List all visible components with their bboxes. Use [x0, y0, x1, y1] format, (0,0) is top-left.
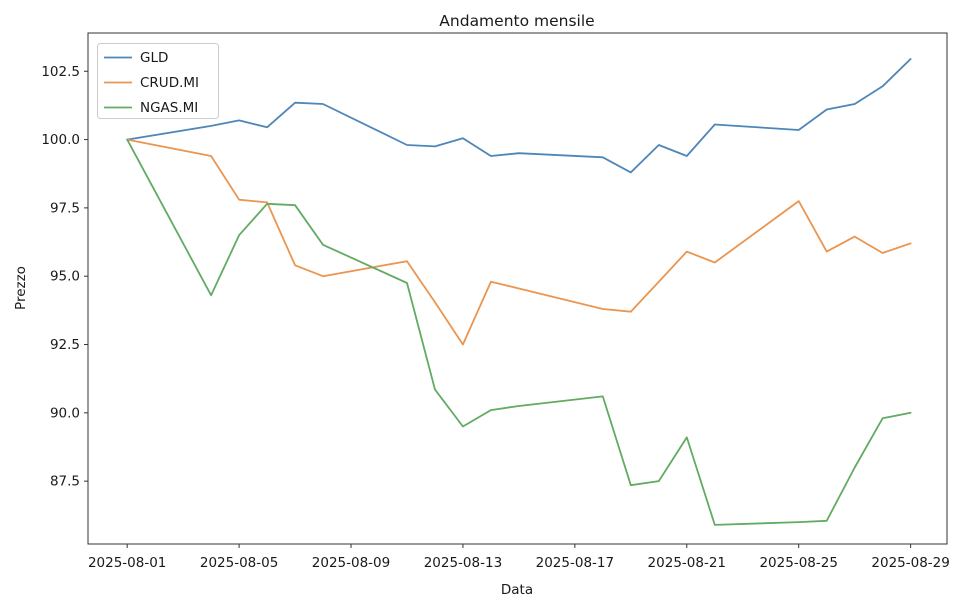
x-tick-label: 2025-08-09	[312, 555, 390, 571]
y-tick-label: 102.5	[41, 64, 80, 80]
y-tick-label: 100.0	[41, 132, 80, 148]
x-tick-label: 2025-08-29	[871, 555, 949, 571]
series-lines	[126, 58, 912, 526]
x-tick-label: 2025-08-17	[536, 555, 614, 571]
y-tick-label: 97.5	[50, 200, 80, 216]
x-axis-label: Data	[501, 582, 533, 598]
series-line-gld	[126, 58, 912, 174]
y-tick-label: 95.0	[50, 269, 80, 285]
axis-ticks: 2025-08-01 2025-08-05 2025-08-09 2025-08-13…	[41, 64, 950, 571]
y-tick-label: 92.5	[50, 337, 80, 353]
y-tick-label: 87.5	[50, 474, 80, 490]
x-tick-label: 2025-08-25	[759, 555, 837, 571]
legend-label: NGAS.MI	[140, 100, 198, 116]
y-axis-label: Prezzo	[13, 266, 29, 310]
x-tick-label: 2025-08-05	[200, 555, 278, 571]
x-tick-label: 2025-08-21	[648, 555, 726, 571]
plot-area	[87, 32, 948, 545]
legend-label: CRUD.MI	[140, 75, 199, 91]
series-line-ngas-mi	[126, 138, 912, 526]
chart-title: Andamento mensile	[439, 12, 594, 30]
series-line-crud-mi	[126, 138, 912, 346]
legend: GLD CRUD.MI NGAS.MI	[97, 43, 219, 119]
y-tick-label: 90.0	[50, 405, 80, 421]
legend-box	[97, 43, 219, 119]
x-tick-label: 2025-08-13	[424, 555, 502, 571]
legend-label: GLD	[140, 50, 168, 66]
x-tick-label: 2025-08-01	[88, 555, 166, 571]
